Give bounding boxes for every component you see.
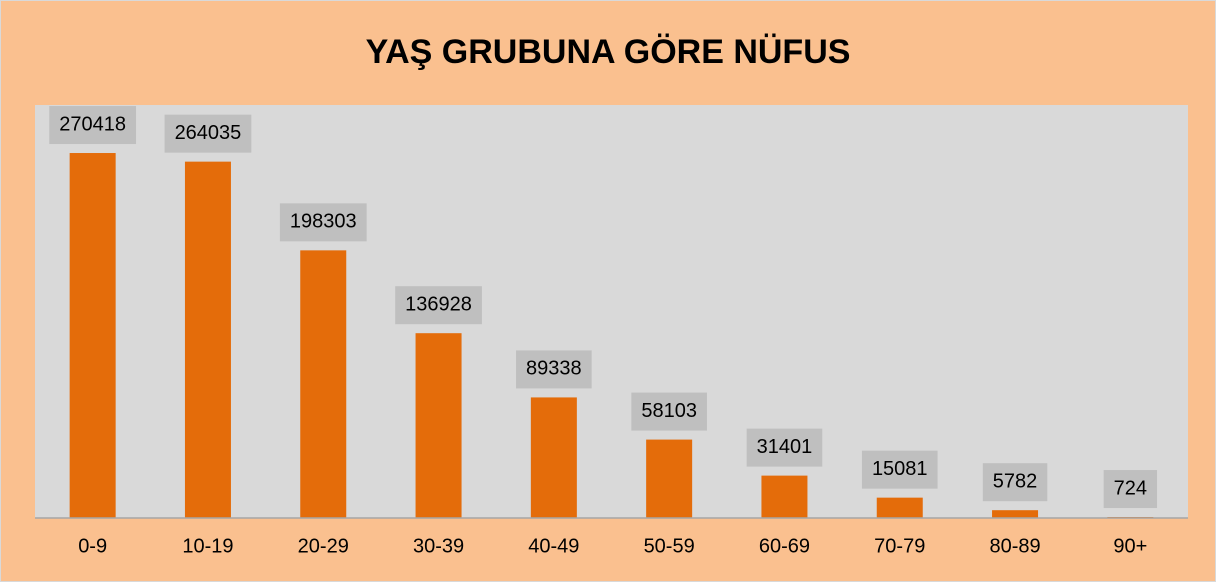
data-label-box [631, 392, 707, 431]
data-label: 264035 [175, 122, 242, 144]
data-label: 58103 [641, 400, 697, 422]
x-tick-label: 90+ [1113, 535, 1147, 557]
bar [300, 250, 347, 518]
bar [415, 333, 462, 518]
x-tick-label: 70-79 [874, 535, 925, 557]
data-label: 724 [1114, 477, 1147, 499]
x-tick-label: 30-39 [413, 535, 464, 557]
bar [184, 161, 231, 518]
data-label-box [746, 428, 823, 467]
bar [69, 153, 116, 518]
data-label-box [49, 106, 137, 145]
data-label: 15081 [872, 458, 928, 480]
data-label: 198303 [290, 211, 357, 233]
bar [646, 439, 693, 518]
data-label-box [164, 114, 252, 153]
x-tick-label: 10-19 [182, 535, 233, 557]
data-label-box [395, 286, 482, 325]
bar [761, 475, 808, 518]
x-tick-label: 80-89 [989, 535, 1040, 557]
data-label-box [982, 463, 1048, 502]
data-label-box [861, 450, 938, 489]
data-label: 136928 [405, 293, 472, 315]
chart-title: YAŞ GRUBUNA GÖRE NÜFUS [366, 33, 851, 71]
bar [992, 510, 1039, 518]
data-label: 89338 [526, 358, 582, 380]
data-label-box [1103, 470, 1158, 509]
x-tick-label: 60-69 [759, 535, 810, 557]
data-label: 5782 [993, 470, 1038, 492]
x-tick-label: 0-9 [78, 535, 107, 557]
data-label-box [279, 203, 367, 242]
x-tick-label: 50-59 [644, 535, 695, 557]
data-label: 270418 [59, 113, 126, 135]
bar [876, 497, 923, 518]
bar [530, 397, 577, 518]
data-label: 31401 [757, 436, 813, 458]
x-tick-label: 40-49 [528, 535, 579, 557]
data-label-box [516, 350, 592, 389]
x-tick-label: 20-29 [298, 535, 349, 557]
